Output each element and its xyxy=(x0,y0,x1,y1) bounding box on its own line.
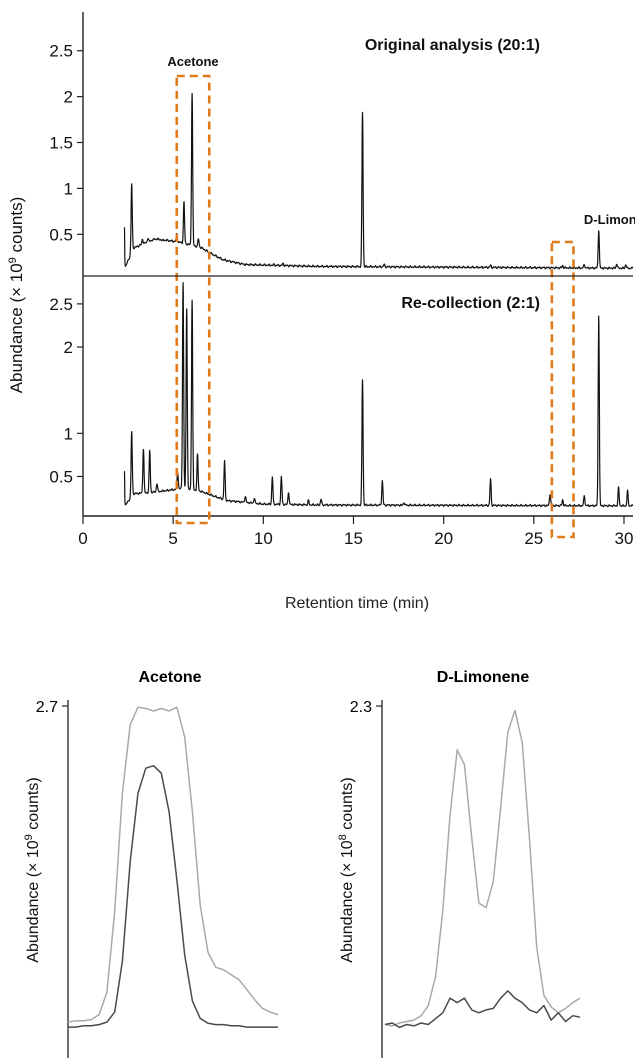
inset-y-tick-label: 2.3 xyxy=(350,699,372,716)
x-tick-label: 10 xyxy=(254,529,273,548)
y-tick-label: 1.5 xyxy=(49,134,73,153)
inset-series-line xyxy=(67,706,279,1023)
highlight-box-label: D-Limonene xyxy=(584,212,635,227)
y-tick-label: 1 xyxy=(64,424,73,443)
highlight-box-label: Acetone xyxy=(167,54,218,69)
highlight-boxes: Acetone D-Limonene xyxy=(167,54,635,539)
inset-acetone: Acetone Abundance (× 109 counts) 2.7 xyxy=(23,669,279,1058)
y-tick-label: 2 xyxy=(64,338,73,357)
highlight-box xyxy=(175,74,211,525)
panel-re-collection: 0.5 1 2 2.5 Re-collection (2:1) xyxy=(49,282,634,508)
inset-series-line xyxy=(384,709,581,1027)
inset-series-line xyxy=(68,764,278,1028)
x-axis-label: Retention time (min) xyxy=(285,595,429,612)
y-tick-label: 0.5 xyxy=(49,467,73,486)
y-axis-label: Abundance (× 109 counts) xyxy=(7,197,26,394)
x-tick-label: 0 xyxy=(78,529,87,548)
x-axis: 0 5 10 15 20 25 30 xyxy=(78,515,634,548)
y-tick-label: 2 xyxy=(64,88,73,107)
x-tick-label: 30 xyxy=(615,529,634,548)
inset-d-limonene: D-Limonene Abundance (× 108 counts) 2.3 xyxy=(337,669,581,1058)
y-tick-label: 0.5 xyxy=(49,225,73,244)
inset-y-axis-label: Abundance (× 108 counts) xyxy=(337,777,356,962)
x-tick-label: 15 xyxy=(344,529,363,548)
y-tick-label: 2.5 xyxy=(49,295,73,314)
panel-title: Original analysis (20:1) xyxy=(365,37,540,54)
inset-y-tick-label: 2.7 xyxy=(36,699,58,716)
inset-title: D-Limonene xyxy=(437,669,530,686)
main-chromatogram: 0.5 1 1.5 2 2.5 Original analysis (20:1) 0.5 1… xyxy=(7,12,635,612)
x-tick-label: 20 xyxy=(434,529,453,548)
inset-series-line xyxy=(384,990,581,1029)
highlight-box xyxy=(550,240,575,539)
inset-y-axis-label: Abundance (× 109 counts) xyxy=(23,777,42,962)
series-line xyxy=(123,282,634,508)
y-tick-label: 2.5 xyxy=(49,42,73,61)
panel-original-analysis: 0.5 1 1.5 2 2.5 Original analysis (20:1) xyxy=(49,37,634,270)
y-tick-label: 1 xyxy=(64,179,73,198)
panel-title: Re-collection (2:1) xyxy=(401,295,540,312)
x-tick-label: 5 xyxy=(168,529,177,548)
inset-title: Acetone xyxy=(138,669,201,686)
x-tick-label: 25 xyxy=(524,529,543,548)
